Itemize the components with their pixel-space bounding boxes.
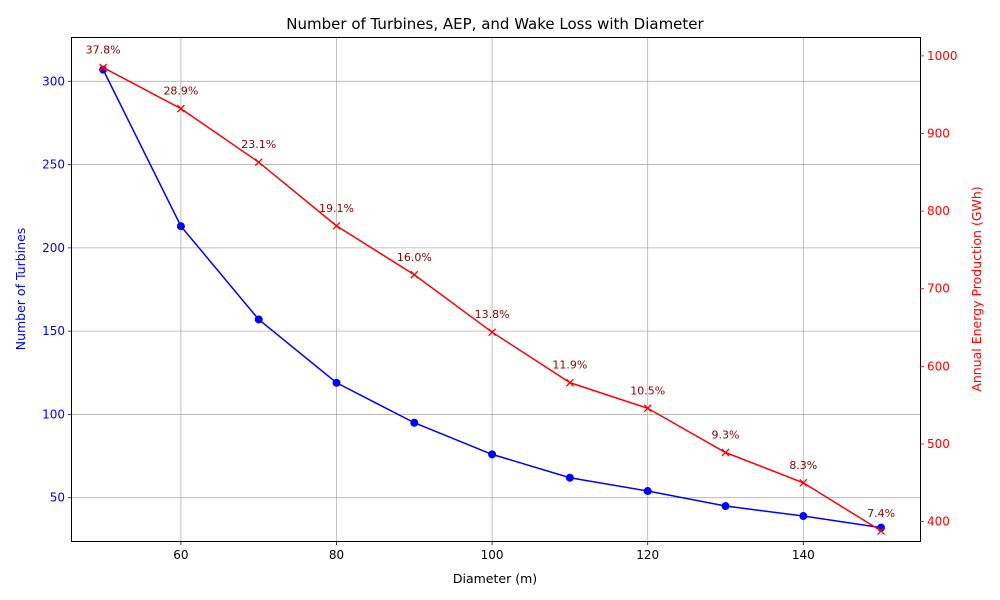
x-axis: 60 80 100 120 140 xyxy=(173,541,815,562)
y-left-tick-label: 150 xyxy=(42,324,65,338)
y-left-tick-label: 200 xyxy=(42,241,65,255)
y-right-tick-label: 800 xyxy=(927,204,950,218)
aep-point xyxy=(799,478,808,487)
x-tick-label: 120 xyxy=(636,548,659,562)
y-axis-right-title: Annual Energy Production (GWh) xyxy=(969,186,984,391)
wake-loss-label: 16.0% xyxy=(397,251,432,264)
wake-loss-label: 28.9% xyxy=(163,85,198,98)
x-tick-label: 80 xyxy=(329,548,344,562)
aep-point xyxy=(643,404,652,413)
y-right-tick-label: 900 xyxy=(927,126,950,140)
turbines-point xyxy=(410,418,419,427)
annotation-layer: 37.8% 28.9% 23.1% 19.1% 16.0% 13.8% 11.9% 10.5%… xyxy=(86,43,895,519)
wake-loss-label: 11.9% xyxy=(552,359,587,372)
turbines-point xyxy=(643,487,652,496)
wake-loss-label: 37.8% xyxy=(86,43,121,56)
aep-point xyxy=(332,221,341,230)
plot-frame xyxy=(71,37,921,542)
x-marker-stroke xyxy=(565,378,574,387)
aep-point xyxy=(99,63,108,72)
aep-point xyxy=(176,104,185,113)
y-axis-right: 400 500 600 700 800 900 1000 xyxy=(920,49,958,529)
y-left-tick-label: 100 xyxy=(42,407,65,421)
y-right-tick-label: 400 xyxy=(927,515,950,529)
turbines-point xyxy=(799,512,808,521)
aep-point xyxy=(877,526,886,535)
x-marker-stroke xyxy=(254,158,263,167)
turbines-point xyxy=(488,450,497,459)
y-axis-left-title: Number of Turbines xyxy=(13,228,28,351)
turbines-point xyxy=(176,222,185,231)
wake-loss-label: 7.4% xyxy=(867,507,895,520)
x-marker-stroke xyxy=(721,448,730,457)
y-right-tick-label: 1000 xyxy=(927,49,958,63)
turbines-point xyxy=(721,502,730,511)
x-marker-stroke xyxy=(799,478,808,487)
x-marker-stroke xyxy=(643,404,652,413)
grid xyxy=(72,38,920,541)
y-left-tick-label: 300 xyxy=(42,74,65,88)
wake-loss-label: 13.8% xyxy=(475,308,510,321)
x-tick-label: 140 xyxy=(792,548,815,562)
y-right-tick-label: 700 xyxy=(927,282,950,296)
aep-point xyxy=(410,270,419,279)
turbines-point xyxy=(332,378,341,387)
wake-loss-label: 9.3% xyxy=(712,429,740,442)
turbines-point xyxy=(565,473,574,482)
x-marker-stroke xyxy=(488,328,497,337)
y-axis-left: 50 100 150 200 250 300 xyxy=(42,74,72,505)
x-axis-title: Diameter (m) xyxy=(453,571,537,586)
y-left-tick-label: 250 xyxy=(42,158,65,172)
x-marker-stroke xyxy=(176,104,185,113)
aep-point xyxy=(488,328,497,337)
wake-loss-label: 8.3% xyxy=(789,459,817,472)
series-layer xyxy=(99,63,886,535)
aep-point xyxy=(721,448,730,457)
turbines-point xyxy=(254,315,263,324)
aep-point xyxy=(254,158,263,167)
wake-loss-label: 19.1% xyxy=(319,202,354,215)
wake-loss-label: 10.5% xyxy=(630,384,665,397)
y-right-tick-label: 500 xyxy=(927,437,950,451)
x-marker-stroke xyxy=(877,526,886,535)
y-right-tick-label: 600 xyxy=(927,359,950,373)
chart-title: Number of Turbines, AEP, and Wake Loss w… xyxy=(286,15,704,33)
x-marker-stroke xyxy=(332,221,341,230)
x-tick-label: 100 xyxy=(481,548,504,562)
x-marker-stroke xyxy=(410,270,419,279)
x-tick-label: 60 xyxy=(173,548,188,562)
y-left-tick-label: 50 xyxy=(50,491,65,505)
wake-loss-label: 23.1% xyxy=(241,138,276,151)
aep-point xyxy=(565,378,574,387)
turbines-point xyxy=(99,65,108,74)
x-marker-stroke xyxy=(99,63,108,72)
